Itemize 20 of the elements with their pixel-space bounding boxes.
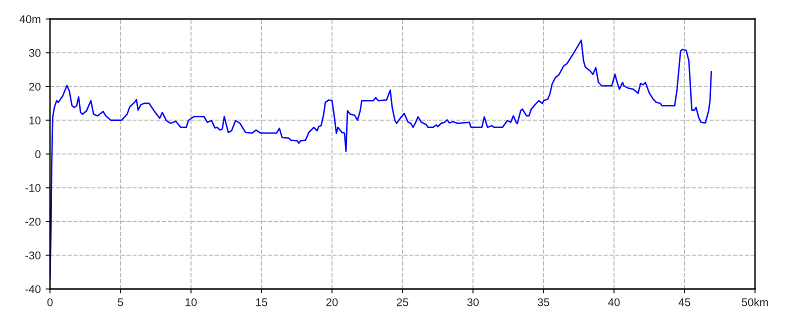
y-tick-label: 0 [35,150,41,158]
y-tick-label: 40m [20,15,40,24]
y-tick-label: -10 [25,184,41,192]
x-tick-label: 45 [678,298,690,306]
x-tick-label: 35 [538,298,550,306]
y-tick-label: 30 [29,49,41,57]
x-tick-label: 0 [47,298,53,306]
y-tick-label: -30 [25,252,41,260]
y-tick-label: -20 [25,218,41,226]
x-tick-label: 30 [467,298,479,306]
x-tick-label: 5 [118,298,124,306]
x-tick-label: 40 [608,298,620,306]
y-tick-label: 10 [29,116,41,124]
x-tick-label: 20 [326,298,338,306]
y-tick-label: 20 [29,82,41,91]
x-tick-label: 10 [186,298,197,306]
x-tick-label: 15 [256,298,268,306]
x-tick-label: 50km [742,298,768,306]
y-tick-label: -40 [25,285,41,294]
x-tick-label: 25 [396,298,408,306]
